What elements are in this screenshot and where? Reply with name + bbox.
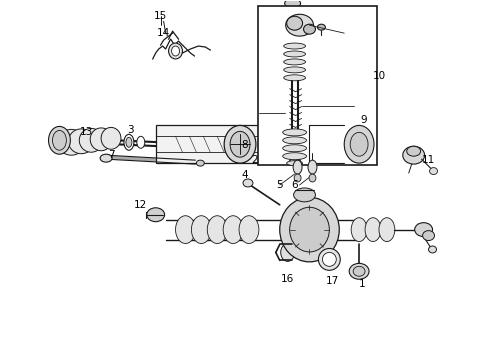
Ellipse shape	[52, 130, 66, 150]
Ellipse shape	[284, 59, 306, 65]
Ellipse shape	[285, 0, 300, 8]
Ellipse shape	[351, 218, 367, 242]
Ellipse shape	[303, 24, 316, 34]
Ellipse shape	[137, 136, 145, 148]
Ellipse shape	[192, 216, 211, 243]
Ellipse shape	[223, 216, 243, 243]
Ellipse shape	[349, 264, 369, 279]
Text: 2: 2	[251, 155, 258, 165]
Ellipse shape	[230, 131, 250, 157]
Text: 7: 7	[108, 150, 114, 160]
Ellipse shape	[403, 146, 425, 164]
Ellipse shape	[407, 146, 420, 156]
Ellipse shape	[318, 24, 325, 30]
Ellipse shape	[309, 129, 320, 159]
Ellipse shape	[379, 218, 395, 242]
Ellipse shape	[284, 67, 306, 73]
Ellipse shape	[147, 208, 165, 222]
Ellipse shape	[172, 46, 179, 56]
Ellipse shape	[429, 246, 437, 253]
Text: 5: 5	[276, 180, 283, 190]
Ellipse shape	[344, 125, 374, 163]
Ellipse shape	[224, 125, 256, 163]
Text: 8: 8	[242, 140, 248, 150]
Text: 6: 6	[291, 180, 298, 190]
Ellipse shape	[100, 154, 112, 162]
Ellipse shape	[175, 216, 196, 243]
Text: 14: 14	[157, 28, 170, 38]
Ellipse shape	[196, 160, 204, 166]
Ellipse shape	[283, 137, 307, 144]
Ellipse shape	[290, 207, 329, 252]
Text: 4: 4	[242, 170, 248, 180]
Ellipse shape	[283, 153, 307, 159]
Ellipse shape	[69, 129, 94, 154]
Text: 10: 10	[372, 71, 386, 81]
Ellipse shape	[294, 188, 316, 202]
Ellipse shape	[338, 129, 350, 159]
Ellipse shape	[318, 129, 330, 159]
Ellipse shape	[309, 174, 316, 182]
Ellipse shape	[169, 43, 182, 59]
Ellipse shape	[207, 216, 227, 243]
Text: 15: 15	[154, 11, 167, 21]
Ellipse shape	[239, 216, 259, 243]
Ellipse shape	[286, 14, 314, 36]
Ellipse shape	[49, 126, 71, 154]
Text: 16: 16	[281, 274, 294, 284]
Ellipse shape	[280, 197, 339, 262]
Text: 1: 1	[359, 279, 366, 289]
Ellipse shape	[322, 252, 336, 266]
Ellipse shape	[243, 179, 253, 187]
Text: 12: 12	[134, 200, 147, 210]
Ellipse shape	[287, 161, 302, 166]
Ellipse shape	[328, 129, 340, 159]
Ellipse shape	[422, 231, 435, 240]
Bar	[258, 6, 377, 165]
Ellipse shape	[430, 168, 438, 175]
Ellipse shape	[415, 223, 433, 237]
Ellipse shape	[284, 43, 306, 49]
Ellipse shape	[353, 266, 365, 276]
Ellipse shape	[283, 145, 307, 152]
Ellipse shape	[293, 160, 302, 174]
Bar	[156, 125, 354, 163]
Ellipse shape	[308, 160, 317, 174]
Text: 17: 17	[326, 276, 339, 286]
Ellipse shape	[283, 129, 307, 136]
Ellipse shape	[287, 16, 302, 30]
Ellipse shape	[79, 129, 103, 152]
Ellipse shape	[126, 137, 132, 147]
Text: 13: 13	[79, 127, 93, 138]
Ellipse shape	[90, 128, 112, 151]
Ellipse shape	[284, 75, 306, 81]
Ellipse shape	[284, 51, 306, 57]
Ellipse shape	[318, 248, 340, 270]
Ellipse shape	[57, 129, 85, 155]
Ellipse shape	[365, 218, 381, 242]
Text: 11: 11	[422, 155, 435, 165]
Ellipse shape	[124, 134, 134, 150]
Ellipse shape	[101, 127, 121, 149]
Ellipse shape	[281, 243, 294, 261]
Text: 9: 9	[361, 116, 368, 126]
Ellipse shape	[350, 132, 368, 156]
Ellipse shape	[294, 174, 301, 182]
Text: 3: 3	[127, 125, 134, 135]
